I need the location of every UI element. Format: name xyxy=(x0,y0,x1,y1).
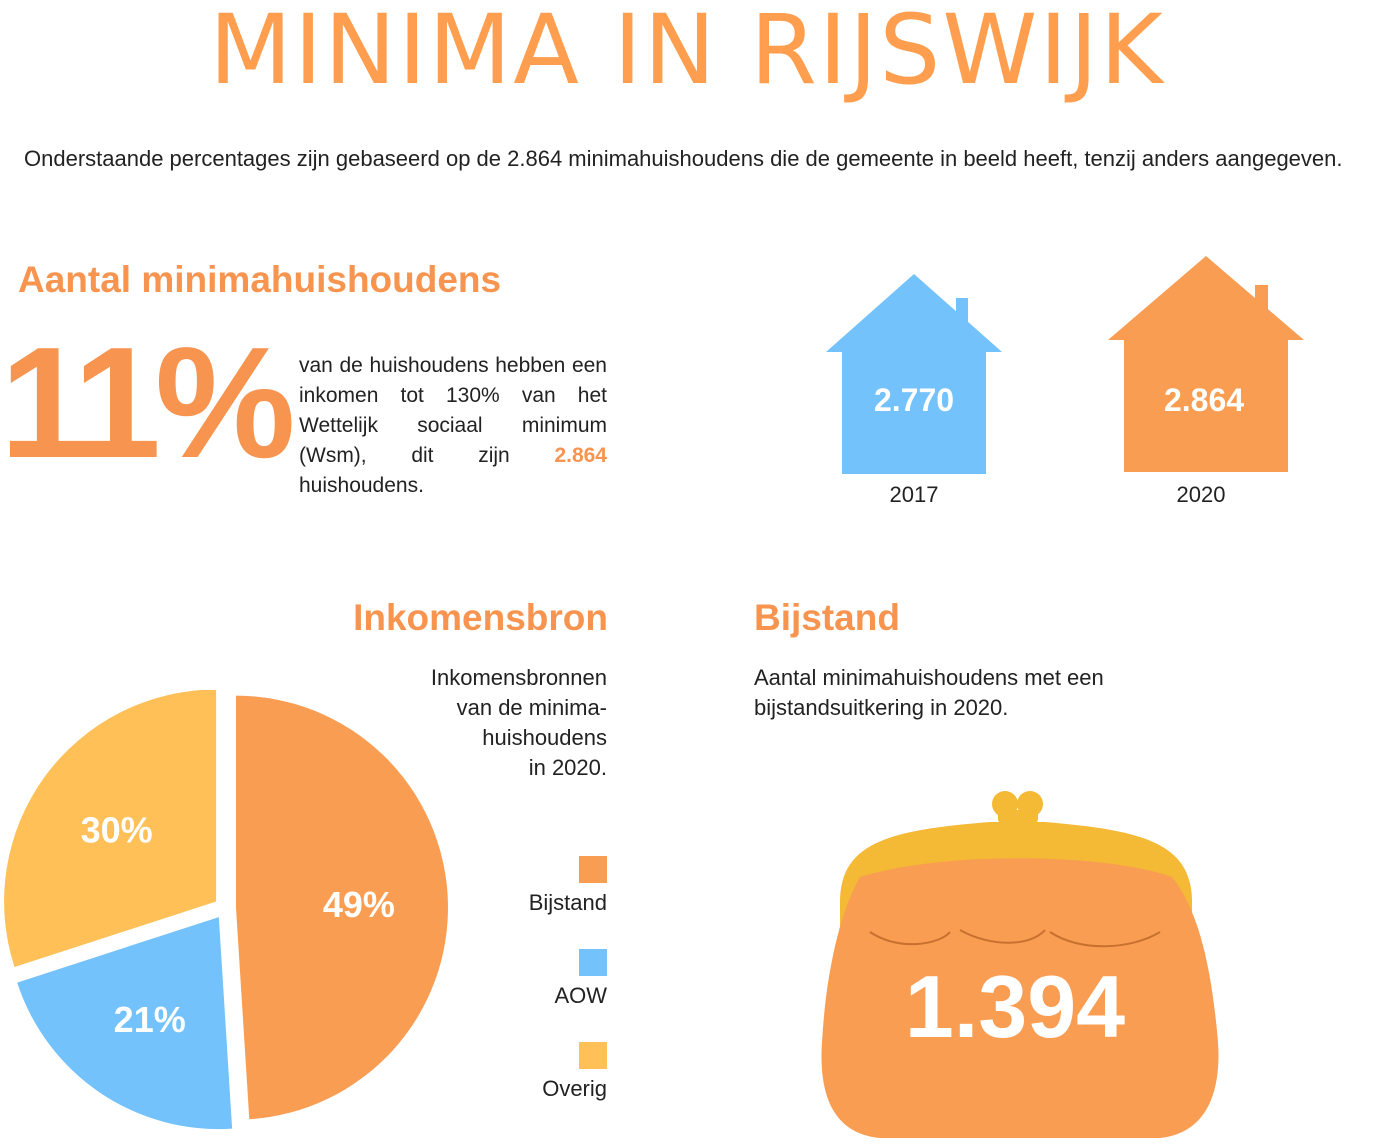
house-icon-2017: 2.770 xyxy=(826,274,1002,474)
bijstand-value: 1.394 xyxy=(905,957,1125,1056)
desc-post: huishoudens. xyxy=(299,474,424,497)
big-percentage: 11% xyxy=(0,315,296,491)
pie-label-bijstand: 49% xyxy=(323,884,395,925)
bijstand-heading: Bijstand xyxy=(754,597,900,638)
legend-label-overig: Overig xyxy=(542,1076,607,1101)
pie-legend: Bijstand AOW Overig xyxy=(420,856,610,1116)
desc-pre: van de huishoudens hebben een inkomen to… xyxy=(299,354,607,467)
pie-slice-aow xyxy=(17,917,233,1130)
pie-slice-overig xyxy=(4,690,217,968)
bijstand-desc-line: bijstandsuitkering in 2020. xyxy=(754,695,1009,720)
pie-label-aow: 21% xyxy=(114,999,186,1040)
legend-swatch-overig xyxy=(579,1042,607,1069)
bijstand-description: Aantal minimahuishoudens met een bijstan… xyxy=(754,663,1174,723)
legend-label-aow: AOW xyxy=(554,983,607,1008)
house-icon-2020: 2.864 xyxy=(1108,256,1304,472)
intro-text: Onderstaande percentages zijn gebaseerd … xyxy=(24,146,1343,171)
inkomen-desc-line: in 2020. xyxy=(528,755,607,780)
legend-swatch-aow xyxy=(579,949,607,976)
aantal-heading: Aantal minimahuishoudens xyxy=(18,259,502,300)
legend-swatch-bijstand xyxy=(579,856,607,883)
percentage-description: van de huishoudens hebben een inkomen to… xyxy=(299,351,607,501)
inkomen-desc-line: Inkomensbronnen xyxy=(430,665,607,690)
legend-label-bijstand: Bijstand xyxy=(528,890,607,915)
inkomensbron-description: Inkomensbronnen van de minima- huishoude… xyxy=(380,663,607,783)
inkomensbron-heading: Inkomensbron xyxy=(353,597,608,638)
income-pie-chart: 49% 21% 30% xyxy=(4,690,448,1130)
inkomen-desc-line: van de minima- xyxy=(456,695,607,720)
house-value-2017: 2.770 xyxy=(874,382,954,418)
purse-icon: 1.394 xyxy=(821,791,1219,1138)
house-value-2020: 2.864 xyxy=(1164,382,1244,418)
bijstand-desc-line: Aantal minimahuishoudens met een xyxy=(754,665,1104,690)
page-title: MINIMA IN RIJSWIJK xyxy=(209,0,1165,106)
house-year-2020: 2020 xyxy=(1176,482,1226,507)
pie-label-overig: 30% xyxy=(81,809,153,850)
house-year-2017: 2017 xyxy=(889,482,939,507)
inkomen-desc-line: huishoudens xyxy=(482,725,607,750)
desc-highlight: 2.864 xyxy=(554,444,607,467)
pie-slice-bijstand xyxy=(235,695,448,1120)
